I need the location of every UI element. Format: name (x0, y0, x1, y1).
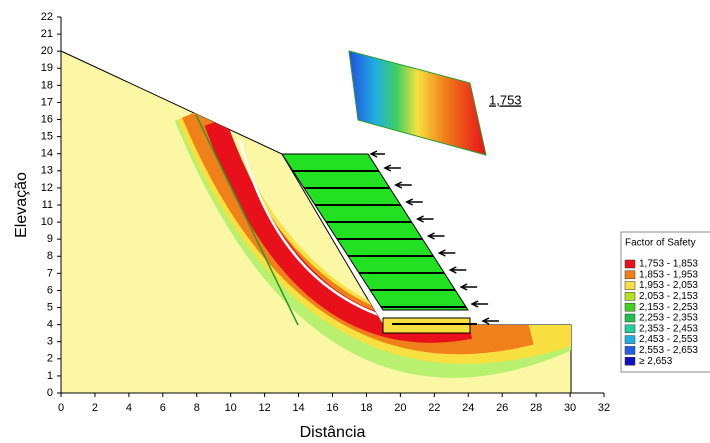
x-tick-label: 8 (194, 402, 200, 414)
y-tick-label: 18 (41, 79, 53, 91)
y-tick-label: 17 (41, 96, 53, 108)
legend-label: 2,453 - 2,553 (639, 334, 698, 345)
x-tick-label: 24 (462, 402, 474, 414)
y-tick-label: 5 (47, 301, 53, 313)
legend-swatch (625, 357, 635, 365)
y-tick-label: 13 (41, 165, 53, 177)
load-arrow (396, 182, 412, 188)
legend-swatch (625, 292, 635, 300)
x-tick-label: 14 (292, 402, 304, 414)
legend-label: 1,853 - 1,953 (639, 269, 698, 280)
y-tick-label: 19 (41, 62, 53, 74)
load-arrow (371, 151, 385, 157)
y-tick-label: 8 (47, 250, 53, 262)
y-tick-label: 3 (47, 336, 53, 348)
y-tick-label: 14 (41, 148, 53, 160)
x-tick-label: 20 (394, 402, 406, 414)
x-tick-label: 2 (92, 402, 98, 414)
y-tick-label: 7 (47, 267, 53, 279)
y-tick-label: 20 (41, 45, 53, 57)
x-tick-label: 32 (598, 402, 610, 414)
legend-swatch (625, 271, 635, 279)
legend-swatch (625, 314, 635, 322)
load-arrow (385, 165, 401, 171)
legend-swatch (625, 303, 635, 311)
legend-swatch (625, 325, 635, 333)
y-tick-label: 9 (47, 233, 53, 245)
legend-label: ≥ 2,653 (639, 356, 673, 367)
load-arrow (407, 199, 423, 205)
y-tick-label: 11 (42, 199, 53, 211)
y-tick-label: 4 (47, 319, 53, 331)
load-arrow (439, 250, 455, 256)
legend-swatch (625, 282, 635, 290)
x-tick-label: 18 (360, 402, 372, 414)
fos-inset (349, 51, 486, 155)
legend-label: 1,953 - 2,053 (639, 280, 698, 291)
legend-swatch (625, 336, 635, 344)
legend-swatch (625, 346, 635, 354)
x-tick-label: 12 (259, 402, 271, 414)
load-arrow (450, 267, 466, 273)
x-tick-label: 28 (530, 402, 542, 414)
legend-label: 2,553 - 2,653 (639, 345, 698, 356)
legend-label: 2,053 - 2,153 (639, 291, 698, 302)
legend-title: Factor of Safety (625, 238, 696, 249)
x-tick-label: 6 (160, 402, 166, 414)
chart: 0246810121416182022242628303201234567891… (0, 0, 710, 443)
legend-label: 2,353 - 2,453 (639, 323, 698, 334)
y-tick-label: 6 (47, 284, 53, 296)
legend-label: 2,253 - 2,353 (639, 313, 698, 324)
legend-swatch (625, 260, 635, 268)
y-axis-label: Elevação (13, 172, 30, 238)
x-tick-label: 16 (326, 402, 338, 414)
min-fos-label: 1,753 (489, 92, 522, 107)
x-tick-label: 10 (225, 402, 237, 414)
y-tick-label: 2 (47, 353, 53, 365)
screen: 0246810121416182022242628303201234567891… (0, 0, 710, 443)
load-arrow (472, 301, 488, 307)
y-tick-label: 16 (41, 113, 53, 125)
legend-label: 2,153 - 2,253 (639, 302, 698, 313)
load-arrow (483, 318, 499, 324)
x-tick-label: 4 (126, 402, 132, 414)
legend-label: 1,753 - 1,853 (639, 259, 698, 270)
y-tick-label: 1 (47, 370, 53, 382)
x-tick-label: 30 (564, 402, 576, 414)
x-tick-label: 26 (496, 402, 508, 414)
y-tick-label: 15 (41, 131, 53, 143)
x-axis-label: Distância (300, 424, 366, 441)
y-tick-label: 10 (41, 216, 53, 228)
x-tick-label: 0 (58, 402, 64, 414)
load-arrow (461, 284, 477, 290)
y-tick-label: 22 (41, 11, 53, 23)
y-tick-label: 21 (41, 28, 53, 40)
y-tick-label: 12 (41, 182, 53, 194)
load-arrow (418, 216, 434, 222)
y-tick-label: 0 (47, 387, 53, 399)
load-arrow (428, 233, 444, 239)
x-tick-label: 22 (428, 402, 440, 414)
base-block (383, 318, 470, 333)
